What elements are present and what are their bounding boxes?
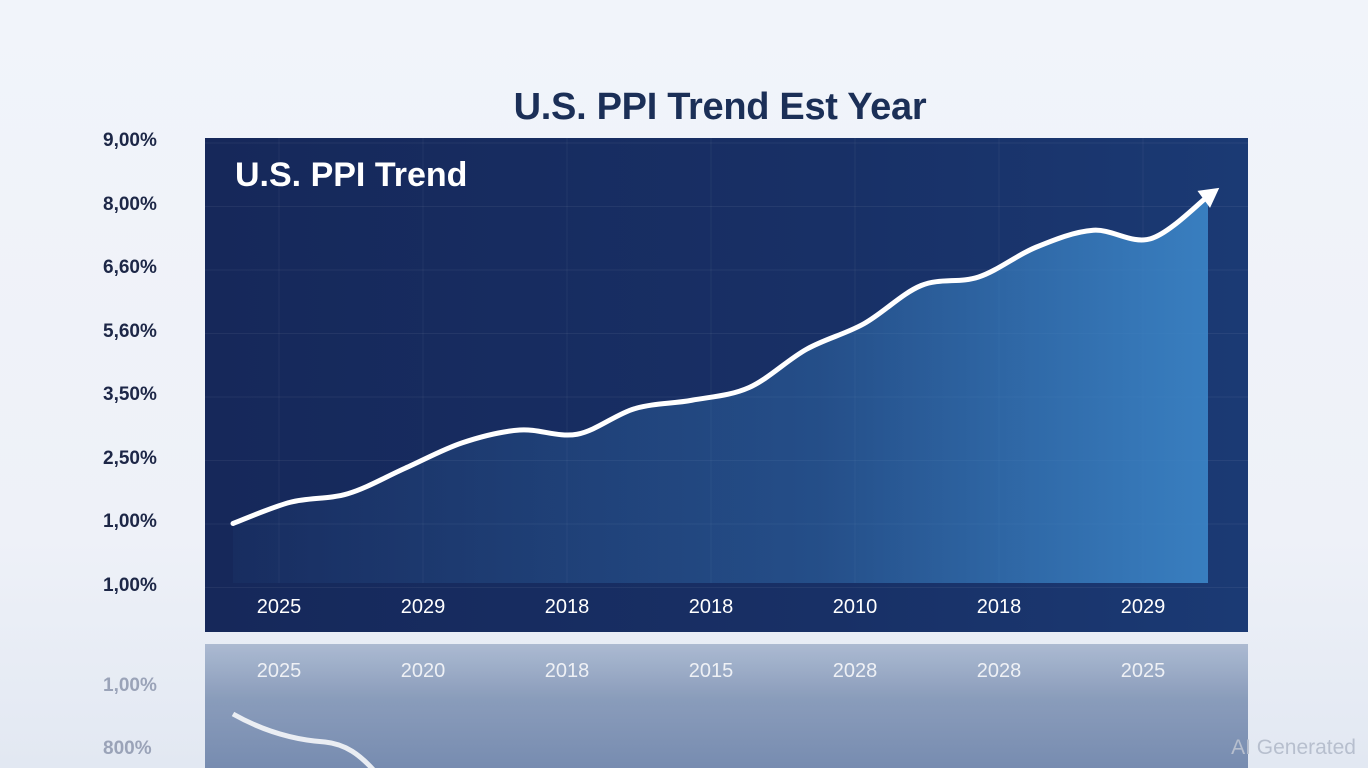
series-line xyxy=(230,193,1211,526)
y-tick-label: 5,60% xyxy=(103,320,157,342)
data-point xyxy=(690,398,694,402)
data-point xyxy=(460,441,464,445)
x-tick-label: 2029 xyxy=(400,596,446,618)
data-point xyxy=(403,466,407,470)
y-tick-label: 9,00% xyxy=(103,130,157,151)
reflection-x-tick-label: 2028 xyxy=(832,660,878,682)
reflection-x-tick-label: 2015 xyxy=(688,660,734,682)
chart-panel: U.S. PPI Trend 2025 2029 2018 2018 2010 2018 2… xyxy=(205,138,1248,632)
chart-reflection: 2025 2020 2018 2015 2028 2028 2025 xyxy=(205,644,1248,768)
series-area xyxy=(233,196,1208,583)
data-point xyxy=(231,522,235,526)
data-point xyxy=(575,432,579,436)
x-tick-label: 2025 xyxy=(256,596,302,618)
chart-plot xyxy=(205,138,1248,588)
reflection-line xyxy=(231,711,376,768)
trend-arrow-head xyxy=(1197,187,1220,208)
data-point xyxy=(747,386,751,390)
data-point xyxy=(1091,228,1095,232)
reflection-x-tick-label: 2025 xyxy=(1120,660,1166,682)
reflection-plot xyxy=(231,711,376,768)
reflection-x-tick-label: 2025 xyxy=(256,660,302,682)
data-point xyxy=(977,275,981,279)
y-tick-label: 1,00% xyxy=(103,511,157,532)
x-tick-label: 2010 xyxy=(832,596,878,618)
data-point xyxy=(346,492,350,496)
chart-title: U.S. PPI Trend Est Year xyxy=(513,86,927,128)
reflection-x-tick-label: 2018 xyxy=(544,660,590,682)
x-tick-label: 2018 xyxy=(544,596,590,618)
reflection-x-tick-label: 2020 xyxy=(400,660,446,682)
x-tick-label: 2029 xyxy=(1120,596,1166,618)
y-tick-label: 8,00% xyxy=(103,193,157,215)
reflection-x-tick-label: 2028 xyxy=(976,660,1022,682)
data-point xyxy=(518,428,522,432)
data-point xyxy=(632,407,636,411)
x-tick-label: 2018 xyxy=(976,596,1022,618)
y-tick-label: 3,50% xyxy=(103,384,157,405)
panel-title: U.S. PPI Trend xyxy=(235,156,468,194)
y-tick-label: 2,50% xyxy=(103,447,157,469)
data-point xyxy=(1149,237,1153,241)
y-tick-label: 1,00% xyxy=(103,574,157,596)
reflection-y-tick-label: 1,00% xyxy=(103,675,157,696)
data-point xyxy=(288,500,292,504)
data-point xyxy=(919,284,923,288)
data-point xyxy=(1034,245,1038,249)
y-tick-label: 6,60% xyxy=(103,257,157,278)
x-tick-label: 2018 xyxy=(688,596,734,618)
data-point xyxy=(805,347,809,351)
watermark: AI Generated xyxy=(1231,736,1356,759)
reflection-y-tick-label: 800% xyxy=(103,738,152,759)
data-point xyxy=(862,322,866,326)
